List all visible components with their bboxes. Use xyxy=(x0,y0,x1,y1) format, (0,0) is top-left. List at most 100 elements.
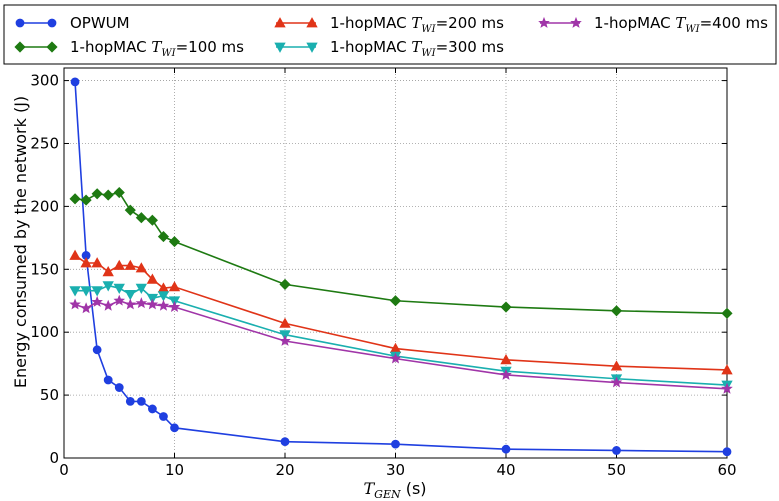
x-tick-label: 10 xyxy=(165,461,184,479)
data-point xyxy=(170,423,179,433)
data-point xyxy=(69,193,81,205)
data-point xyxy=(70,77,80,87)
data-point xyxy=(157,291,170,302)
data-point xyxy=(102,189,114,201)
x-tick-label: 50 xyxy=(607,461,626,479)
legend-item: OPWUM xyxy=(15,14,130,32)
series-0 xyxy=(70,77,732,457)
data-point xyxy=(157,231,170,243)
legend-label: 1-hopMAC TWI=400 ms xyxy=(594,14,768,35)
legend-marker xyxy=(274,17,286,28)
legend: OPWUM 1-hopMAC TWI=100 ms 1-hopMAC TWI=200… xyxy=(3,4,777,65)
data-point xyxy=(135,283,148,294)
legend-marker xyxy=(538,16,550,28)
legend-marker xyxy=(46,41,58,53)
x-axis-label: TGEN (s) xyxy=(363,479,426,501)
data-point xyxy=(113,186,125,199)
data-point xyxy=(279,317,291,328)
x-tick-label: 40 xyxy=(496,461,515,479)
data-point xyxy=(610,305,623,317)
data-point xyxy=(610,376,623,388)
data-point xyxy=(91,257,103,268)
data-point xyxy=(610,360,623,371)
data-point xyxy=(80,302,92,314)
data-point xyxy=(80,194,92,206)
data-point xyxy=(125,396,135,406)
data-point xyxy=(279,278,291,290)
y-tick-label: 50 xyxy=(40,386,59,404)
legend-marker xyxy=(570,16,582,28)
data-point xyxy=(69,286,81,297)
legend-item: 1-hopMAC TWI=200 ms xyxy=(274,14,504,35)
data-point xyxy=(136,396,146,406)
legend-label: 1-hopMAC TWI=200 ms xyxy=(330,14,504,35)
data-point xyxy=(159,412,168,421)
series-line xyxy=(74,191,728,315)
data-point xyxy=(280,437,290,447)
legend-marker xyxy=(306,17,318,28)
data-point xyxy=(124,298,137,310)
data-point xyxy=(721,364,733,375)
data-point xyxy=(113,283,125,294)
series-layer xyxy=(69,77,733,457)
series-2 xyxy=(69,249,733,375)
legend-label: OPWUM xyxy=(70,14,130,32)
data-point xyxy=(168,236,181,248)
data-point xyxy=(168,300,181,312)
data-point xyxy=(124,290,136,301)
data-point xyxy=(103,375,113,385)
y-tick-label: 100 xyxy=(30,323,59,341)
data-point xyxy=(721,382,733,394)
data-point xyxy=(113,294,126,306)
data-point xyxy=(80,286,92,297)
data-point xyxy=(501,444,511,454)
legend-label: 1-hopMAC TWI=100 ms xyxy=(70,38,244,59)
axis-ticks: 0 10 20 30 40 50 60 0 50 100 150 200 250 300 xyxy=(30,68,737,479)
data-point xyxy=(113,259,125,270)
y-tick-label: 300 xyxy=(30,72,59,90)
data-point xyxy=(389,295,402,307)
data-point xyxy=(124,204,136,216)
legend-marker xyxy=(15,18,25,28)
data-point xyxy=(102,265,114,277)
series-line xyxy=(74,299,728,390)
grid xyxy=(63,68,728,459)
legend-marker xyxy=(47,18,57,28)
data-point xyxy=(69,298,81,310)
legend-item: 1-hopMAC TWI=300 ms xyxy=(274,38,504,59)
legend-item: 1-hopMAC TWI=400 ms xyxy=(538,14,768,35)
data-point xyxy=(91,286,103,297)
data-point xyxy=(389,352,402,364)
data-point xyxy=(102,281,114,292)
legend-marker xyxy=(306,42,318,53)
data-point xyxy=(157,299,170,311)
data-point xyxy=(69,249,81,260)
data-point xyxy=(92,345,102,355)
series-4 xyxy=(69,294,733,394)
x-tick-label: 0 xyxy=(59,461,69,479)
data-point xyxy=(135,262,148,273)
legend-frame xyxy=(3,4,777,65)
data-point xyxy=(147,404,157,414)
y-tick-label: 200 xyxy=(30,197,59,215)
data-point xyxy=(722,447,732,457)
x-tick-label: 30 xyxy=(386,461,405,479)
legend-item: 1-hopMAC TWI=100 ms xyxy=(14,38,244,59)
y-axis-label: Energy consumed by the network (J) xyxy=(11,96,30,388)
data-point xyxy=(146,298,159,310)
data-point xyxy=(391,439,400,449)
data-point xyxy=(124,259,136,270)
series-3 xyxy=(69,281,733,391)
data-point xyxy=(91,188,103,200)
data-point xyxy=(114,383,124,392)
data-point xyxy=(279,334,291,346)
data-point xyxy=(135,297,148,309)
data-point xyxy=(168,281,181,292)
data-point xyxy=(612,446,621,455)
x-tick-label: 20 xyxy=(275,461,294,479)
data-point xyxy=(500,301,512,313)
x-tick-label: 60 xyxy=(717,461,736,479)
data-point xyxy=(500,354,512,365)
series-line xyxy=(74,81,728,453)
